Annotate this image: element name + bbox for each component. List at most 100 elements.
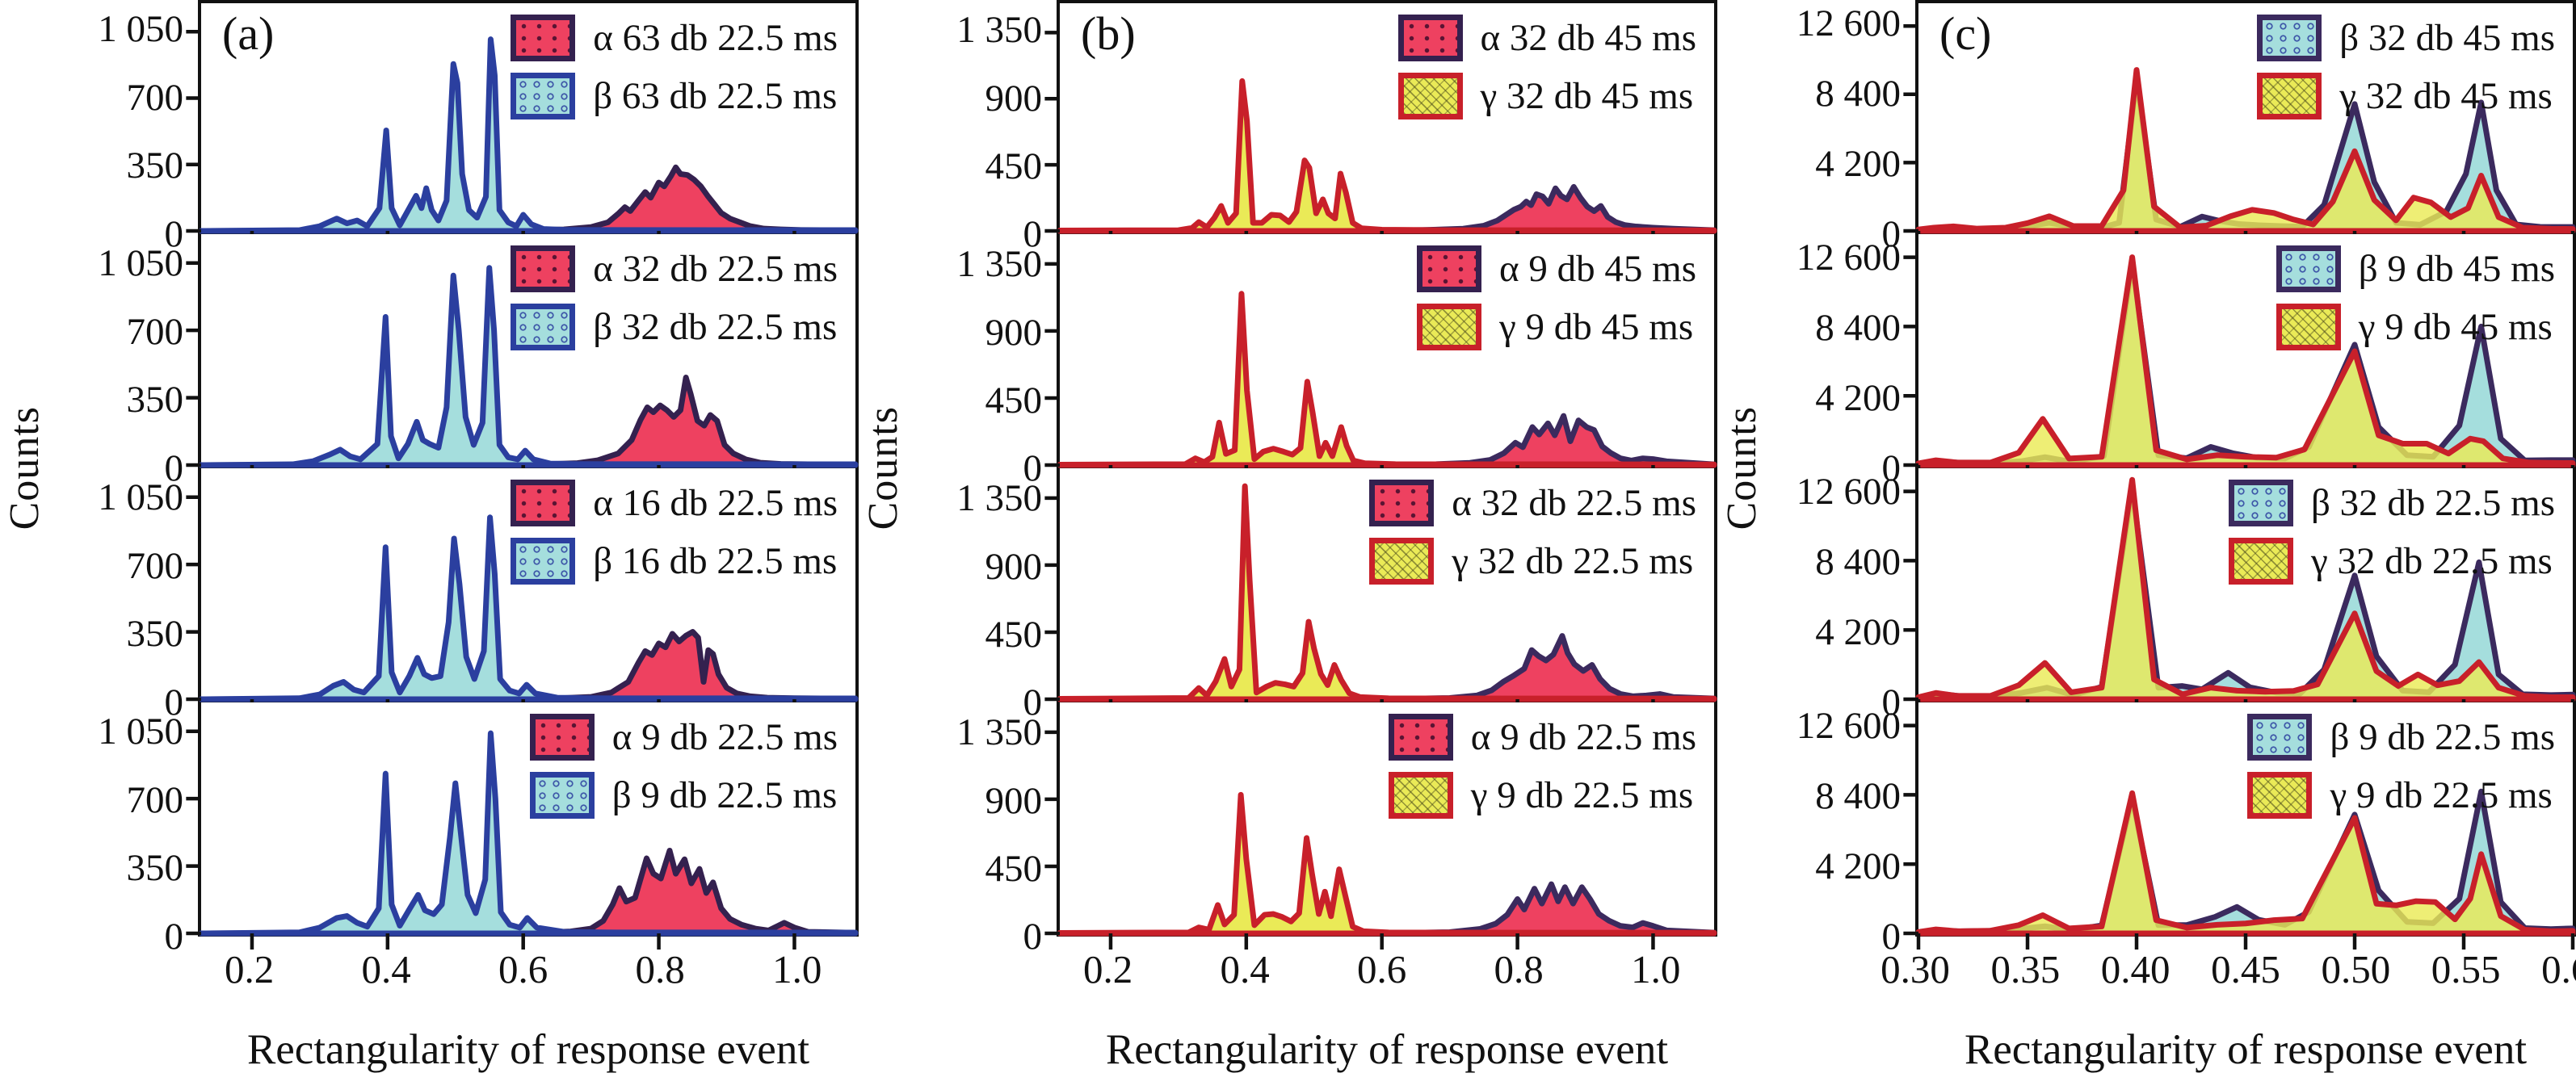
x-tick-row: 0.30 0.35 0.40 0.45 0.50 0.55 0.60: [1881, 937, 2576, 1011]
legend-entry: γ 32 db 45 ms: [2257, 73, 2555, 119]
y-tick-label: 0: [164, 213, 184, 255]
x-tick-label: 0.45: [2211, 947, 2280, 991]
y-tick-gutter: 0 450 900 1 350: [907, 0, 1057, 255]
y-tick-gutter: 0 4 200 8 400 12 600: [1766, 468, 1915, 723]
subplot-stack: 0 350 700 1 050 α 63 db 22.5 ms β 63 db 22.5 …: [48, 0, 859, 958]
legend-swatch-marks-yellow: [1369, 538, 1435, 585]
legend-entry: α 32 db 22.5 ms: [1369, 480, 1696, 526]
y-tick-gutter: 0 350 700 1 050: [48, 0, 198, 255]
legend: α 9 db 45 ms γ 9 db 45 ms: [1417, 245, 1696, 350]
series-alpha: [201, 851, 855, 933]
subplot-stack: 0 450 900 1 350 α 32 db 45 ms γ 32 db 45 ms (b…: [907, 0, 1717, 958]
x-tick-label: 0.40: [2100, 947, 2170, 991]
series-gamma: [1918, 70, 2573, 231]
legend-label: α 9 db 22.5 ms: [611, 716, 838, 758]
plot-area: β 32 db 45 ms γ 32 db 45 ms (c): [1915, 0, 2576, 234]
subplot-row: 0 4 200 8 400 12 600 β 32 db 45 ms γ 32 db 45…: [1766, 0, 2576, 255]
y-tick-label: 12 600: [1796, 237, 1901, 279]
legend-swatch-dots-red: [529, 714, 595, 761]
y-tick-label: 350: [126, 379, 184, 421]
y-axis-title: Counts: [859, 406, 906, 530]
y-tick-gutter: 0 450 900 1 350: [907, 468, 1057, 723]
x-tick-label: 0.35: [1990, 947, 2061, 991]
y-tick-label: 700: [126, 778, 184, 821]
y-tick-gutter: 0 4 200 8 400 12 600: [1766, 234, 1915, 489]
series-alpha: [1060, 187, 1714, 231]
legend-swatch-rings-cyan: [2257, 15, 2322, 61]
plot-area: α 9 db 45 ms γ 9 db 45 ms: [1057, 234, 1717, 468]
legend-label: β 32 db 22.5 ms: [2310, 482, 2555, 524]
panel-a: Counts 0 350 700 1 050 α 63 db 22.5 ms β 63 db…: [0, 0, 859, 1090]
legend: α 63 db 22.5 ms β 63 db 22.5 ms: [511, 15, 838, 119]
plot-canvas: [201, 234, 855, 465]
legend-entry: β 32 db 45 ms: [2257, 15, 2555, 61]
legend-label: γ 32 db 45 ms: [1480, 75, 1694, 117]
legend-entry: α 32 db 45 ms: [1397, 15, 1696, 61]
legend-swatch-rings-cyan: [2228, 480, 2293, 526]
y-tick-label: 8 400: [1815, 775, 1901, 817]
legend-swatch-rings-cyan: [2247, 714, 2313, 761]
series-alpha: [1060, 636, 1714, 699]
legend-swatch-dots-red: [1369, 480, 1435, 526]
y-tick-label: 450: [985, 613, 1043, 656]
legend-label: β 9 db 45 ms: [2358, 248, 2555, 290]
legend-entry: α 63 db 22.5 ms: [511, 15, 838, 61]
legend: β 32 db 45 ms γ 32 db 45 ms: [2257, 15, 2555, 119]
y-tick-gutter: 0 350 700 1 050: [48, 702, 198, 958]
legend-entry: α 32 db 22.5 ms: [511, 245, 838, 292]
y-tick-gutter: 0 450 900 1 350: [907, 234, 1057, 489]
x-tick-label: 0.8: [635, 947, 685, 991]
series-gamma: [1060, 81, 1714, 231]
subplot-row: 0 350 700 1 050 α 16 db 22.5 ms β 16 db 22.5 …: [48, 468, 859, 723]
x-tick-label: 0.2: [224, 947, 275, 991]
plot-area: α 9 db 22.5 ms γ 9 db 22.5 ms: [1057, 702, 1717, 937]
panel-b: Counts 0 450 900 1 350 α 32 db 45 ms γ 32 db 4…: [859, 0, 1717, 1090]
y-tick-label: 700: [126, 310, 184, 353]
y-tick-label: 0: [1023, 447, 1043, 489]
axis-column: 0 4 200 8 400 12 600 β 32 db 45 ms γ 32 db 45…: [1766, 0, 2576, 1090]
y-tick-label: 450: [985, 145, 1043, 187]
plot-area: α 32 db 45 ms γ 32 db 45 ms (b): [1057, 0, 1717, 234]
y-tick-label: 1 350: [956, 477, 1042, 520]
y-axis-title-column: Counts: [859, 0, 907, 937]
series-beta: [201, 268, 855, 465]
x-axis-title: Rectangularity of response event: [1105, 1026, 1669, 1073]
legend-label: α 32 db 22.5 ms: [1452, 482, 1696, 524]
legend-label: γ 32 db 22.5 ms: [1452, 540, 1694, 582]
x-tick-label: 0.4: [361, 947, 411, 991]
y-tick-label: 1 050: [98, 711, 183, 753]
y-tick-label: 1 050: [98, 242, 183, 285]
legend-entry: γ 9 db 45 ms: [1417, 304, 1696, 350]
subplot-row: 0 4 200 8 400 12 600 β 9 db 45 ms γ 9 db 45 m…: [1766, 234, 2576, 489]
legend: β 32 db 22.5 ms γ 32 db 22.5 ms: [2228, 480, 2555, 585]
legend-label: α 32 db 45 ms: [1480, 17, 1696, 59]
legend: α 9 db 22.5 ms β 9 db 22.5 ms: [529, 714, 838, 819]
series-gamma: [1060, 486, 1714, 699]
legend-label: β 32 db 22.5 ms: [593, 306, 838, 348]
plot-area: β 32 db 22.5 ms γ 32 db 22.5 ms: [1915, 468, 2576, 702]
panel-c: Counts 0 4 200 8 400 12 600 β 32 db 45 ms γ 32…: [1717, 0, 2576, 1090]
legend: α 16 db 22.5 ms β 16 db 22.5 ms: [511, 480, 838, 585]
legend-entry: β 9 db 22.5 ms: [529, 772, 838, 819]
x-tick-label: 0.2: [1082, 947, 1133, 991]
legend-label: α 9 db 45 ms: [1499, 248, 1696, 290]
legend-swatch-rings-cyan: [2276, 245, 2341, 292]
y-tick-gutter: 0 450 900 1 350: [907, 702, 1057, 958]
legend-entry: γ 9 db 22.5 ms: [1388, 772, 1696, 819]
y-tick-label: 0: [1881, 447, 1902, 489]
y-tick-label: 8 400: [1815, 307, 1901, 349]
panel-letter: (b): [1081, 7, 1136, 60]
y-tick-label: 0: [164, 916, 184, 958]
legend-entry: γ 32 db 45 ms: [1397, 73, 1696, 119]
legend-label: γ 32 db 45 ms: [2339, 75, 2553, 117]
subplot-stack: 0 4 200 8 400 12 600 β 32 db 45 ms γ 32 db 45…: [1766, 0, 2576, 958]
x-tick-label: 0.6: [498, 947, 548, 991]
subplot-row: 0 450 900 1 350 α 32 db 22.5 ms γ 32 db 22.5 …: [907, 468, 1717, 723]
legend-swatch-rings-cyan: [529, 772, 595, 819]
subplot-row: 0 450 900 1 350 α 9 db 45 ms γ 9 db 45 ms: [907, 234, 1717, 489]
y-tick-label: 900: [985, 311, 1043, 354]
y-axis-title-column: Counts: [0, 0, 48, 937]
plot-area: α 16 db 22.5 ms β 16 db 22.5 ms: [198, 468, 859, 702]
legend: α 32 db 22.5 ms γ 32 db 22.5 ms: [1369, 480, 1696, 585]
x-tick-label: 1.0: [772, 947, 822, 991]
